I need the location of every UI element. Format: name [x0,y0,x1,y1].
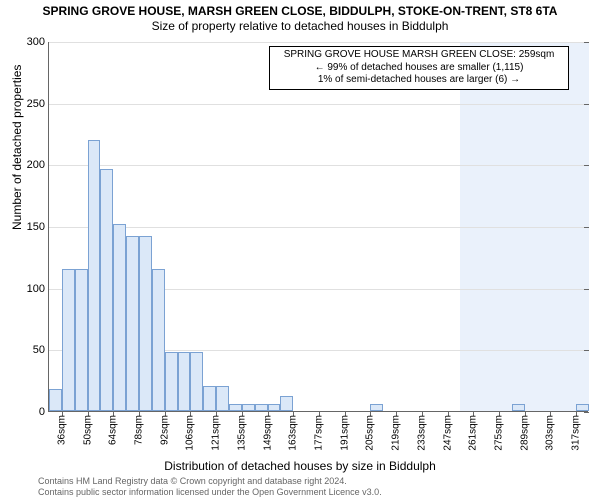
y-tick-label: 250 [27,98,49,110]
y-tick-label: 50 [33,344,49,356]
histogram-bar [203,386,216,411]
y-tick-mark [584,104,589,105]
histogram-bar [139,236,152,411]
histogram-bar [62,269,75,411]
x-tick-label: 289sqm [519,411,530,451]
histogram-bar [126,236,139,411]
y-tick-label: 0 [39,406,49,418]
annotation-line-1: SPRING GROVE HOUSE MARSH GREEN CLOSE: 25… [274,49,564,62]
x-axis-label: Distribution of detached houses by size … [0,459,600,473]
chart-subtitle: Size of property relative to detached ho… [0,18,600,33]
x-tick-label: 135sqm [236,411,247,451]
x-tick-label: 261sqm [468,411,479,451]
y-tick-mark [584,289,589,290]
histogram-bar [165,352,178,411]
x-tick-label: 317sqm [571,411,582,451]
chart-title: SPRING GROVE HOUSE, MARSH GREEN CLOSE, B… [0,0,600,18]
x-tick-label: 121sqm [211,411,222,451]
x-tick-label: 275sqm [494,411,505,451]
x-tick-label: 247sqm [442,411,453,451]
x-tick-label: 233sqm [416,411,427,451]
y-tick-mark [584,412,589,413]
chart-plot-area: 05010015020025030036sqm50sqm64sqm78sqm92… [48,42,588,412]
histogram-bar [88,140,101,411]
x-tick-label: 149sqm [262,411,273,451]
histogram-bar [113,224,126,411]
credits-line-1: Contains HM Land Registry data © Crown c… [38,476,382,487]
x-tick-label: 106sqm [185,411,196,451]
credits-line-2: Contains public sector information licen… [38,487,382,498]
histogram-bar [229,404,242,411]
y-tick-label: 150 [27,221,49,233]
gridline [49,42,588,43]
x-tick-label: 36sqm [56,411,67,445]
x-tick-label: 163sqm [288,411,299,451]
histogram-bar [216,386,229,411]
histogram-bar [152,269,165,411]
histogram-bar [576,404,589,411]
histogram-bar [242,404,255,411]
y-tick-mark [584,165,589,166]
y-tick-mark [584,227,589,228]
gridline [49,227,588,228]
credits: Contains HM Land Registry data © Crown c… [38,476,382,498]
y-tick-label: 100 [27,283,49,295]
histogram-bar [100,169,113,411]
histogram-bar [255,404,268,411]
x-tick-label: 219sqm [391,411,402,451]
y-tick-label: 200 [27,159,49,171]
x-tick-label: 303sqm [545,411,556,451]
annotation-box: SPRING GROVE HOUSE MARSH GREEN CLOSE: 25… [269,46,569,90]
histogram-bar [370,404,383,411]
y-tick-label: 300 [27,36,49,48]
histogram-bar [280,396,293,411]
histogram-bar [49,389,62,411]
histogram-bar [268,404,281,411]
annotation-line-2: ← 99% of detached houses are smaller (1,… [274,62,564,75]
annotation-line-3: 1% of semi-detached houses are larger (6… [274,74,564,87]
x-tick-label: 92sqm [159,411,170,445]
x-tick-label: 78sqm [134,411,145,445]
x-tick-label: 64sqm [108,411,119,445]
x-tick-label: 205sqm [365,411,376,451]
y-tick-mark [584,350,589,351]
x-tick-label: 50sqm [82,411,93,445]
y-tick-mark [584,42,589,43]
histogram-bar [178,352,191,411]
gridline [49,104,588,105]
x-tick-label: 177sqm [314,411,325,451]
y-axis-label: Number of detached properties [10,65,24,230]
gridline [49,165,588,166]
histogram-bar [190,352,203,411]
histogram-bar [512,404,525,411]
histogram-bar [75,269,88,411]
x-tick-label: 191sqm [339,411,350,451]
